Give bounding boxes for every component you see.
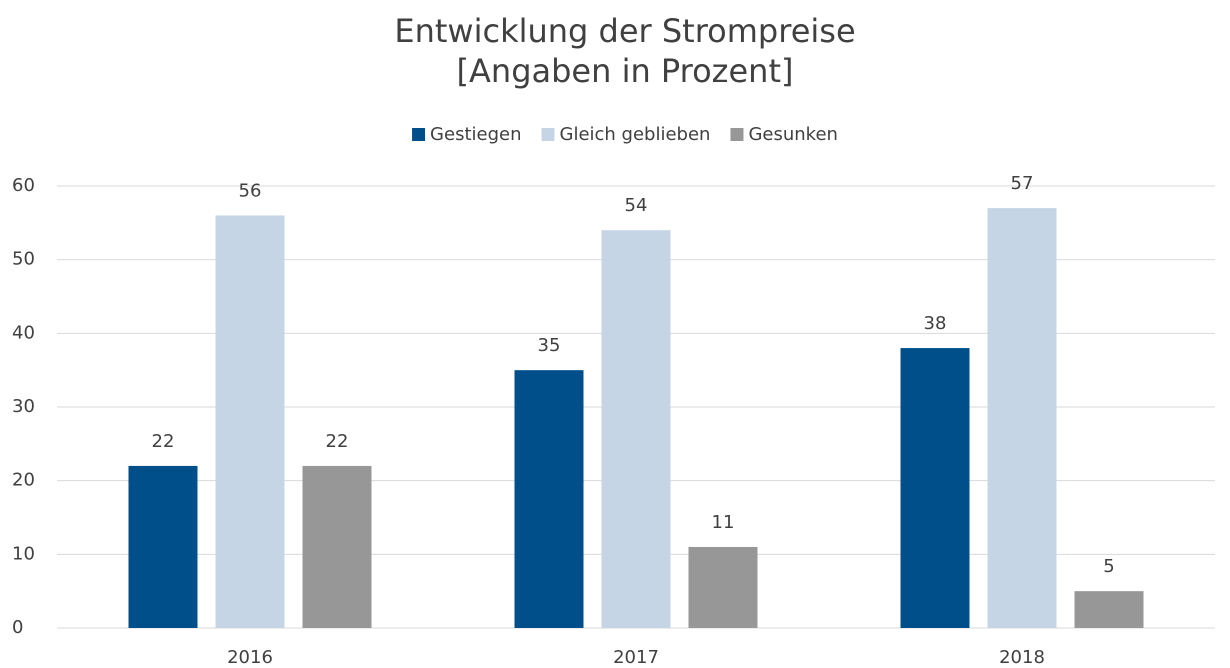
data-label: 57 [1011,173,1034,194]
chart-subtitle: [Angaben in Prozent] [457,52,794,90]
bar [987,208,1057,628]
x-tick-label: 2016 [227,647,273,668]
bar [900,348,970,628]
y-tick-label: 50 [12,249,35,270]
bar [514,370,584,628]
data-label: 35 [538,335,561,356]
data-label: 22 [326,431,349,452]
y-tick-label: 10 [12,543,35,564]
data-label: 5 [1103,556,1114,577]
data-label: 54 [625,195,648,216]
bar [215,215,285,628]
bar [1074,591,1144,628]
legend-swatch [412,128,426,141]
bar [128,465,198,628]
legend-swatch [730,128,744,141]
data-label: 22 [152,431,175,452]
y-tick-label: 40 [12,322,35,343]
bar [302,465,372,628]
legend-swatch [541,128,555,141]
bar [601,230,671,628]
data-label: 56 [239,180,262,201]
x-tick-label: 2017 [613,647,659,668]
y-tick-label: 30 [12,396,35,417]
legend-label: Gesunken [748,124,837,145]
bar [688,546,758,628]
chart-title: Entwicklung der Strompreise [394,12,855,50]
legend-label: Gestiegen [430,124,521,145]
data-label: 38 [924,313,947,334]
x-tick-label: 2018 [999,647,1045,668]
legend-label: Gleich geblieben [560,124,711,145]
y-tick-label: 0 [12,617,23,638]
y-tick-label: 20 [12,470,35,491]
y-tick-label: 60 [12,175,35,196]
data-label: 11 [712,512,735,533]
